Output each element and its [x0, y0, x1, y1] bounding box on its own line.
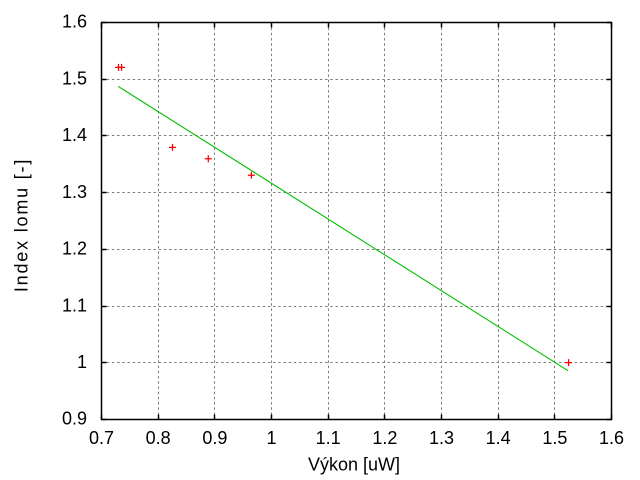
- svg-text:1.6: 1.6: [62, 12, 87, 32]
- svg-text:1.2: 1.2: [62, 239, 87, 259]
- svg-text:1.1: 1.1: [62, 295, 87, 315]
- svg-text:1: 1: [77, 352, 87, 372]
- svg-text:1.1: 1.1: [316, 428, 341, 448]
- svg-text:1.5: 1.5: [542, 428, 567, 448]
- svg-text:1.5: 1.5: [62, 68, 87, 88]
- svg-text:1.4: 1.4: [486, 428, 511, 448]
- svg-text:1.4: 1.4: [62, 125, 87, 145]
- svg-text:1: 1: [266, 428, 276, 448]
- svg-text:0.9: 0.9: [202, 428, 227, 448]
- svg-text:0.9: 0.9: [62, 409, 87, 429]
- svg-text:0.7: 0.7: [89, 428, 114, 448]
- svg-text:Index lomu [-]: Index lomu [-]: [12, 158, 32, 292]
- svg-text:0.8: 0.8: [146, 428, 171, 448]
- svg-text:1.3: 1.3: [429, 428, 454, 448]
- svg-text:1.2: 1.2: [372, 428, 397, 448]
- svg-text:Výkon [uW]: Výkon [uW]: [308, 455, 400, 475]
- svg-text:1.6: 1.6: [599, 428, 624, 448]
- svg-text:1.3: 1.3: [62, 182, 87, 202]
